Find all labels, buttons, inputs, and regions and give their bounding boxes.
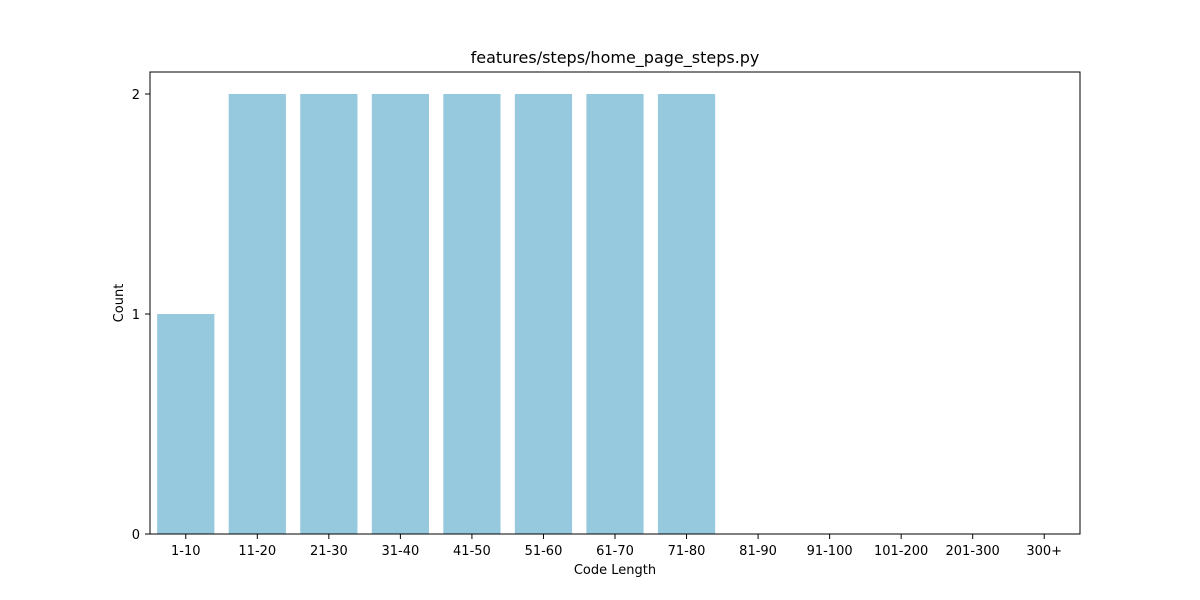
y-axis-title: Count bbox=[112, 284, 127, 323]
x-tick-label: 300+ bbox=[1026, 544, 1062, 559]
x-tick-label: 41-50 bbox=[453, 544, 491, 559]
x-tick-label: 81-90 bbox=[739, 544, 777, 559]
x-axis-ticks: 1-10 11-20 21-30 31-40 41-50 51-60 61-70 71-80 8… bbox=[171, 534, 1062, 559]
x-axis-title: Code Length bbox=[574, 563, 656, 578]
y-tick-label: 0 bbox=[132, 528, 140, 543]
x-tick-label: 31-40 bbox=[381, 544, 419, 559]
y-tick-label: 1 bbox=[132, 308, 140, 323]
bar-21-30 bbox=[300, 94, 358, 534]
x-tick-label: 201-300 bbox=[946, 544, 1000, 559]
x-tick-label: 71-80 bbox=[668, 544, 706, 559]
x-tick-label: 1-10 bbox=[171, 544, 201, 559]
x-tick-label: 91-100 bbox=[807, 544, 853, 559]
x-tick-label: 51-60 bbox=[525, 544, 563, 559]
chart-title: features/steps/home_page_steps.py bbox=[471, 48, 760, 68]
y-tick-label: 2 bbox=[132, 88, 140, 103]
x-tick-label: 61-70 bbox=[596, 544, 634, 559]
bar-11-20 bbox=[228, 94, 286, 534]
bar-51-60 bbox=[514, 94, 573, 534]
x-tick-label: 11-20 bbox=[238, 544, 276, 559]
bar-1-10 bbox=[157, 314, 215, 534]
x-tick-label: 101-200 bbox=[874, 544, 928, 559]
x-tick-label: 21-30 bbox=[310, 544, 348, 559]
bar-71-80 bbox=[657, 94, 716, 534]
y-axis-ticks: 0 1 2 bbox=[132, 88, 150, 543]
bars-layer bbox=[157, 94, 716, 534]
bar-61-70 bbox=[586, 94, 644, 534]
bar-31-40 bbox=[371, 94, 429, 534]
bar-41-50 bbox=[443, 94, 501, 534]
